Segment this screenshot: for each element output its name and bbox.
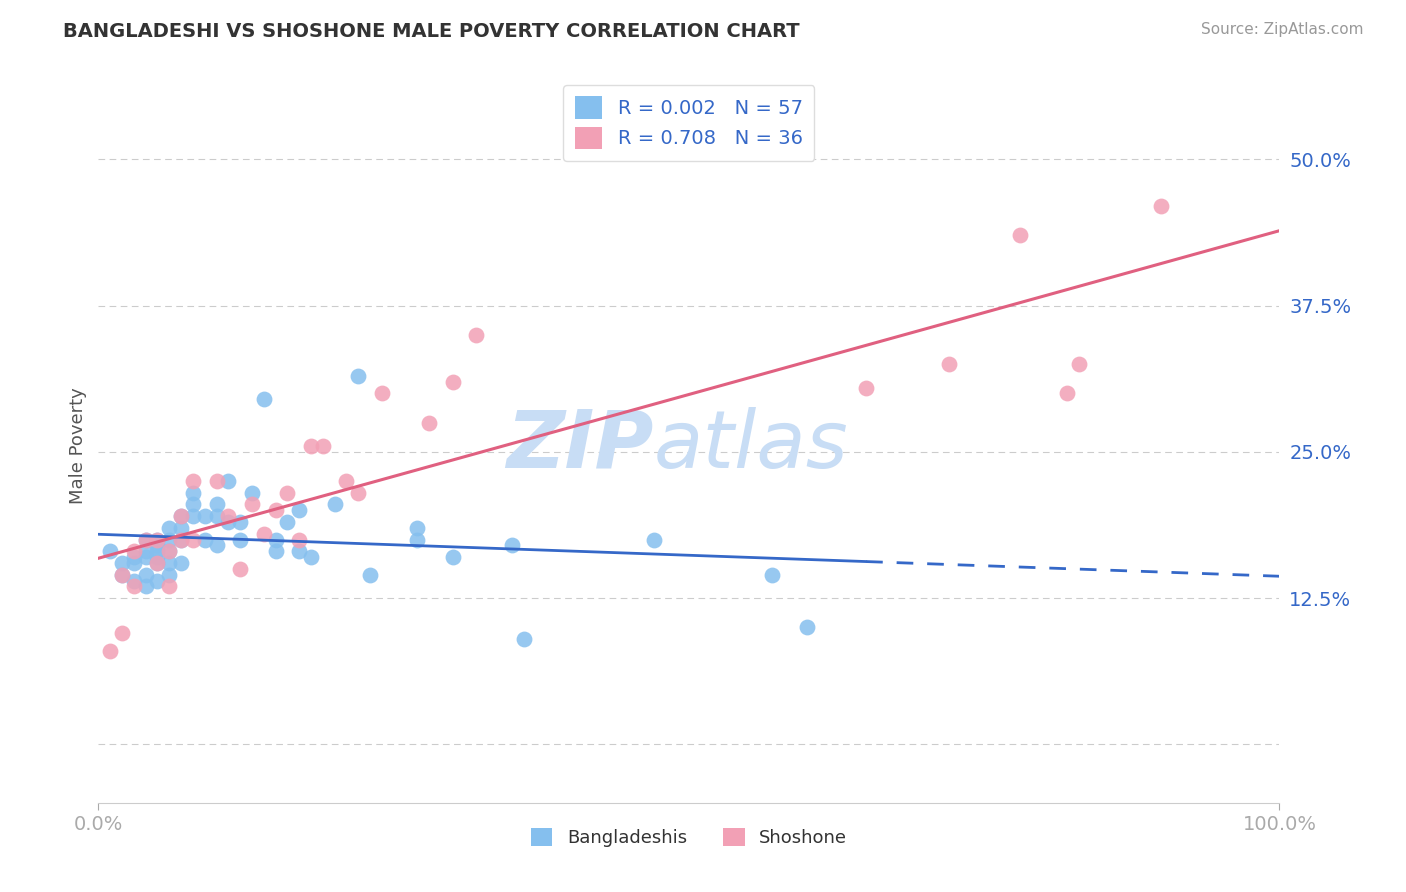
Point (98, 544, 121, 558)
Point (240, 485, 263, 500)
Point (170, 509, 193, 524)
Point (146, 550, 169, 565)
Point (157, 544, 180, 558)
Point (512, 632, 534, 646)
Point (194, 509, 217, 524)
Point (122, 556, 145, 570)
Point (122, 579, 145, 593)
Point (181, 533, 204, 547)
Point (146, 556, 169, 570)
Point (323, 498, 346, 512)
Point (146, 556, 169, 570)
Text: atlas: atlas (654, 407, 848, 485)
Point (441, 550, 464, 565)
Point (146, 533, 169, 547)
Point (135, 579, 157, 593)
Point (347, 368, 370, 383)
Point (170, 556, 193, 570)
Point (217, 474, 239, 488)
Point (217, 509, 239, 524)
Text: BANGLADESHI VS SHOSHONE MALE POVERTY CORRELATION CHART: BANGLADESHI VS SHOSHONE MALE POVERTY COR… (63, 22, 800, 41)
Point (796, 620, 818, 634)
Point (253, 392, 276, 407)
Point (111, 626, 134, 640)
Point (299, 550, 322, 565)
Point (205, 474, 228, 488)
Point (157, 579, 180, 593)
Point (135, 550, 157, 565)
Text: ZIP: ZIP (506, 407, 654, 485)
Text: Source: ZipAtlas.com: Source: ZipAtlas.com (1201, 22, 1364, 37)
Point (441, 375, 464, 389)
Point (181, 474, 204, 488)
Point (181, 498, 204, 512)
Point (170, 509, 193, 524)
Point (264, 503, 287, 517)
Point (229, 533, 252, 547)
Point (122, 550, 145, 565)
Point (1056, 386, 1078, 401)
Point (501, 538, 523, 552)
Point (335, 474, 357, 488)
Point (643, 533, 665, 547)
Point (347, 485, 370, 500)
Point (229, 562, 252, 576)
Point (146, 538, 169, 552)
Point (264, 544, 287, 558)
Point (938, 357, 960, 371)
Point (170, 533, 193, 547)
Point (1008, 228, 1031, 243)
Point (135, 567, 157, 582)
Point (855, 380, 877, 394)
Point (170, 533, 193, 547)
Point (229, 515, 252, 529)
Point (1150, 199, 1173, 213)
Point (111, 567, 134, 582)
Point (312, 439, 335, 453)
Point (264, 533, 287, 547)
Point (418, 416, 440, 430)
Point (181, 509, 204, 524)
Y-axis label: Male Poverty: Male Poverty (69, 388, 87, 504)
Point (98, 644, 121, 658)
Point (157, 544, 180, 558)
Point (157, 521, 180, 535)
Point (181, 485, 204, 500)
Point (299, 439, 322, 453)
Point (135, 533, 157, 547)
Point (217, 515, 239, 529)
Point (205, 509, 228, 524)
Point (761, 567, 783, 582)
Point (1067, 357, 1090, 371)
Point (122, 544, 145, 558)
Point (288, 544, 311, 558)
Point (406, 533, 429, 547)
Point (288, 533, 311, 547)
Point (276, 515, 298, 529)
Point (406, 521, 429, 535)
Point (276, 485, 298, 500)
Point (205, 498, 228, 512)
Point (111, 556, 134, 570)
Point (135, 544, 157, 558)
Point (146, 544, 169, 558)
Legend: Bangladeshis, Shoshone: Bangladeshis, Shoshone (523, 821, 855, 855)
Point (465, 327, 488, 342)
Point (122, 574, 145, 588)
Point (135, 533, 157, 547)
Point (288, 503, 311, 517)
Point (157, 533, 180, 547)
Point (146, 574, 169, 588)
Point (157, 556, 180, 570)
Point (157, 567, 180, 582)
Point (170, 521, 193, 535)
Point (194, 533, 217, 547)
Point (359, 567, 381, 582)
Point (146, 533, 169, 547)
Point (111, 567, 134, 582)
Point (205, 538, 228, 552)
Point (371, 386, 394, 401)
Point (240, 498, 263, 512)
Point (253, 526, 276, 541)
